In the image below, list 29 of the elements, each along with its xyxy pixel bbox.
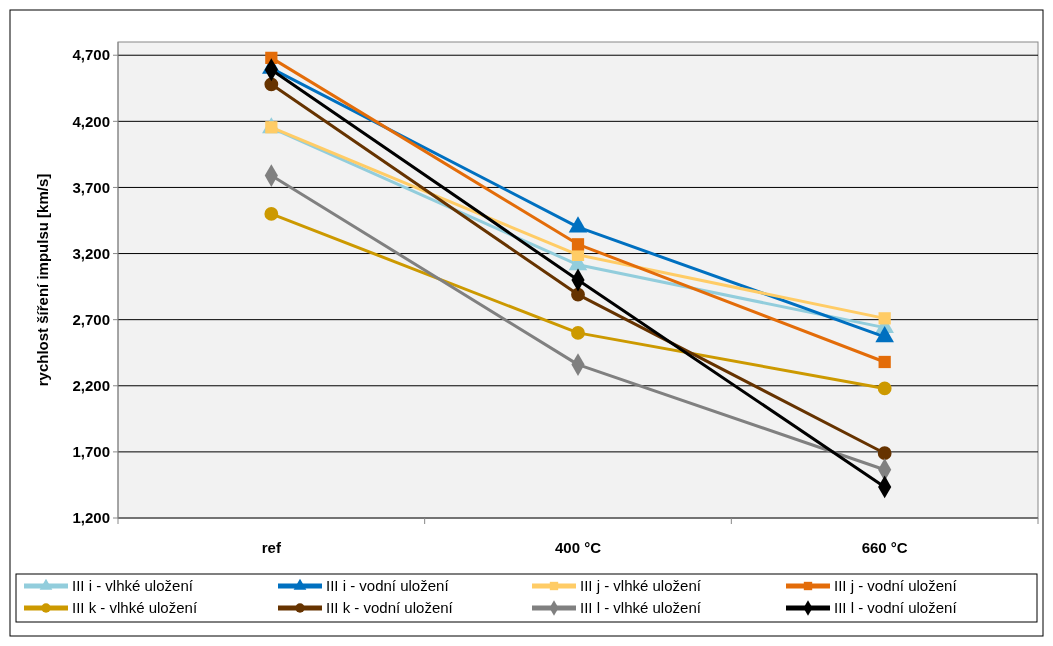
- x-tick-label: 660 °C: [861, 539, 908, 556]
- point: [877, 381, 892, 396]
- x-tick-label: 400 °C: [554, 539, 602, 556]
- y-tick-label: 4,700: [72, 46, 110, 64]
- y-tick-label: 2,200: [72, 377, 110, 395]
- point: [571, 238, 585, 251]
- legend-label: III k - vlhké uložení: [72, 599, 198, 617]
- point: [571, 325, 585, 340]
- legend-label: III i - vlhké uložení: [72, 577, 194, 595]
- legend-label: III i - vodní uložení: [326, 577, 450, 595]
- point: [878, 355, 891, 369]
- point: [878, 312, 891, 325]
- point: [571, 287, 585, 302]
- y-tick-label: 1,700: [72, 443, 110, 461]
- y-axis-title: rychlost šíření impulsu [km/s]: [34, 173, 51, 387]
- legend-label: III j - vodní uložení: [834, 577, 958, 595]
- legend-label: III k - vodní uložení: [326, 599, 454, 617]
- x-tick-label: ref: [261, 539, 282, 556]
- legend-label: III j - vlhké uložení: [580, 577, 702, 595]
- y-tick-label: 1,200: [72, 509, 110, 527]
- y-tick-label: 3,200: [72, 244, 110, 262]
- point: [264, 77, 279, 92]
- y-tick-label: 4,200: [72, 112, 110, 130]
- point: [877, 446, 892, 461]
- point: [264, 206, 279, 221]
- y-tick-label: 2,700: [72, 310, 110, 328]
- legend-label: III l - vodní uložení: [834, 599, 958, 617]
- legend-label: III l - vlhké uložení: [580, 599, 702, 617]
- y-tick-label: 3,700: [72, 178, 110, 196]
